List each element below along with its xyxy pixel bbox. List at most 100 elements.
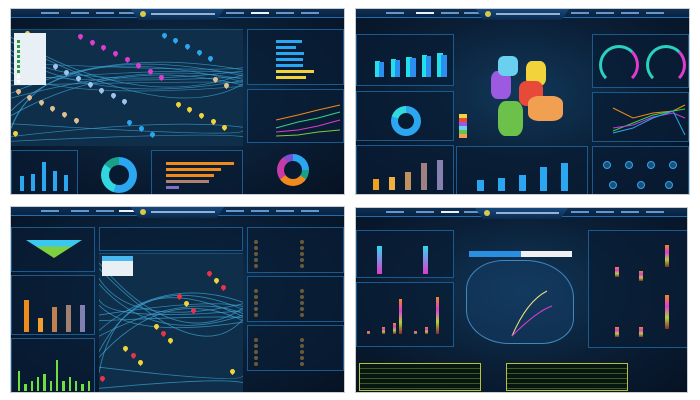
map-region[interactable] — [498, 101, 523, 136]
nav-tab[interactable] — [386, 12, 404, 14]
nav-tab[interactable] — [621, 12, 639, 14]
legend-swatch — [459, 118, 467, 122]
line-chart — [612, 104, 686, 136]
nav-tab[interactable] — [416, 12, 434, 14]
list-row-icon — [300, 344, 304, 348]
legend-item[interactable] — [17, 50, 20, 53]
nav-tab[interactable] — [96, 210, 114, 212]
toggle-active[interactable] — [469, 251, 521, 257]
nav-tab[interactable] — [41, 12, 59, 14]
legend-item[interactable] — [17, 70, 20, 73]
nav-tab[interactable] — [41, 210, 59, 212]
nav-tab[interactable] — [596, 211, 614, 213]
layer-legend[interactable] — [102, 256, 133, 276]
nav-tab[interactable] — [441, 211, 459, 213]
list-row-icon — [300, 301, 304, 305]
list-row-icon — [254, 362, 258, 366]
map-view[interactable] — [98, 252, 244, 392]
nav-tab[interactable] — [301, 210, 319, 212]
nav-tab[interactable] — [251, 12, 269, 14]
province-map[interactable] — [486, 51, 566, 141]
bar-line-panel — [356, 34, 454, 86]
stacked-panel — [356, 282, 454, 347]
stats-bar — [276, 40, 303, 43]
stacked-bar — [399, 299, 402, 334]
list-row-icon — [300, 307, 304, 311]
nav-tab[interactable] — [464, 12, 482, 14]
chart-bar — [441, 54, 447, 77]
nav-tab[interactable] — [301, 12, 319, 14]
green-bar-panel — [11, 338, 95, 392]
list-row-icon — [300, 264, 304, 268]
nav-tab[interactable] — [119, 12, 137, 14]
nav-tab[interactable] — [416, 211, 434, 213]
nav-tab[interactable] — [571, 12, 589, 14]
nav-tab[interactable] — [386, 211, 404, 213]
stats-circles-panel — [592, 146, 689, 194]
nav-tab[interactable] — [276, 210, 294, 212]
nav-tab[interactable] — [71, 12, 89, 14]
legend-swatch — [459, 126, 467, 130]
list-panel — [247, 325, 344, 371]
bottom-chart-panel — [456, 146, 588, 194]
nav-tab[interactable] — [226, 210, 244, 212]
nav-tab[interactable] — [571, 211, 589, 213]
nav-tab[interactable] — [226, 12, 244, 14]
table-row — [360, 369, 480, 374]
stat-circle — [665, 181, 673, 189]
nav-tab[interactable] — [646, 211, 664, 213]
map-region[interactable] — [491, 71, 511, 99]
chart-bar — [421, 162, 427, 190]
legend-item[interactable] — [17, 40, 20, 43]
nav-tab[interactable] — [251, 210, 269, 212]
gradient-bar — [377, 246, 382, 274]
legend-item[interactable] — [17, 55, 20, 58]
list-row-icon — [300, 295, 304, 299]
nav-tab[interactable] — [441, 12, 459, 14]
map-region[interactable] — [526, 61, 546, 86]
list-row-icon — [300, 338, 304, 342]
logo-icon — [485, 11, 492, 17]
chart-bar — [38, 317, 43, 332]
logo-icon — [140, 11, 147, 17]
table-row — [360, 379, 480, 384]
nav-tab[interactable] — [119, 210, 137, 212]
list-row-icon — [300, 350, 304, 354]
nav-tab[interactable] — [596, 12, 614, 14]
map-region[interactable] — [498, 56, 518, 76]
title-text — [495, 212, 559, 214]
legend-item[interactable] — [17, 60, 20, 63]
stacked-bar — [414, 331, 417, 334]
legend-item[interactable] — [17, 65, 20, 68]
growth-panel — [356, 145, 454, 194]
chart-bar — [437, 53, 443, 77]
table-row — [507, 384, 627, 389]
china-map[interactable] — [466, 260, 574, 344]
list-row-icon — [300, 252, 304, 256]
list-row-icon — [254, 295, 258, 299]
nav-tab[interactable] — [276, 12, 294, 14]
legend-item[interactable] — [17, 80, 20, 83]
nav-tab[interactable] — [621, 211, 639, 213]
stacked-bar — [393, 323, 396, 334]
stat-circle — [637, 181, 645, 189]
view-toggle[interactable] — [469, 251, 572, 257]
map-region[interactable] — [528, 96, 563, 121]
nav-tab[interactable] — [646, 12, 664, 14]
toggle-inactive[interactable] — [520, 251, 572, 257]
funnel-panel — [11, 227, 95, 272]
nav-tab[interactable] — [96, 12, 114, 14]
list-row-icon — [254, 246, 258, 250]
hbar — [166, 174, 215, 177]
legend-item[interactable] — [17, 75, 20, 78]
nav-tab[interactable] — [464, 211, 482, 213]
legend-item[interactable] — [17, 45, 20, 48]
stacked-bar — [639, 327, 643, 337]
chart-bar — [405, 172, 411, 190]
gauge — [646, 45, 686, 85]
gauge — [599, 45, 639, 85]
chart-bar — [37, 377, 40, 391]
pie-chart — [277, 154, 309, 186]
nav-tab[interactable] — [71, 210, 89, 212]
layer-legend[interactable] — [14, 33, 46, 85]
